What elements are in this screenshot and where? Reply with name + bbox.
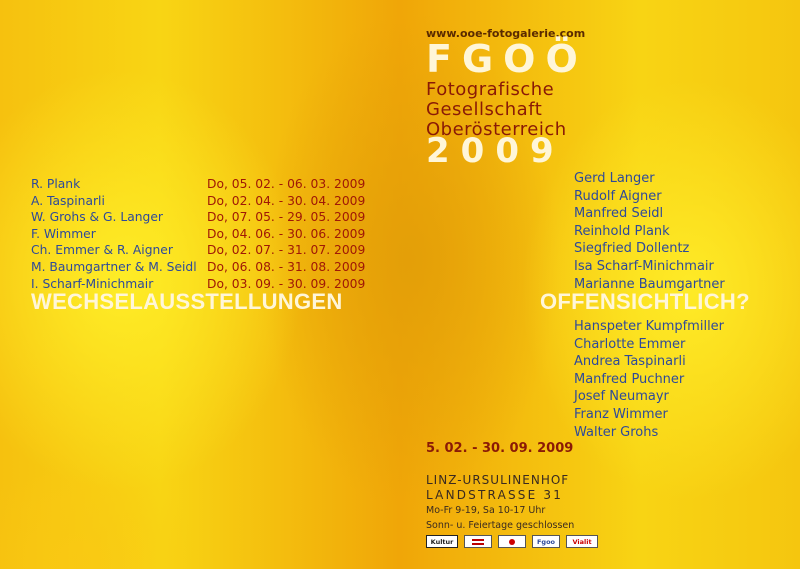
photographer-name: Manfred Seidl	[574, 206, 664, 222]
schedule-artist: Ch. Emmer & R. Aigner	[31, 243, 173, 258]
schedule-dates: Do, 02. 07. - 31. 07. 2009	[207, 243, 366, 258]
exhibition-schedule: R. Plank Do, 05. 02. - 06. 03. 2009 A. T…	[31, 176, 365, 292]
photographer-name: Andrea Taspinarli	[574, 354, 686, 370]
schedule-row: Ch. Emmer & R. Aigner Do, 02. 07. - 31. …	[31, 242, 365, 259]
schedule-row: W. Grohs & G. Langer Do, 07. 05. - 29. 0…	[31, 209, 365, 226]
photographer-name: Franz Wimmer	[574, 406, 668, 422]
photographer-name: Isa Scharf-Minichmair	[574, 258, 714, 274]
schedule-artist: F. Wimmer	[31, 226, 96, 241]
kultur-logo: Kultur	[426, 535, 458, 548]
photographer-list-bottom: Hanspeter Kumpfmiller Charlotte Emmer An…	[574, 318, 724, 441]
schedule-row: R. Plank Do, 05. 02. - 06. 03. 2009	[31, 176, 365, 193]
opening-hours: Mo-Fr 9-19, Sa 10-17 Uhr	[426, 505, 546, 516]
closed-days-note: Sonn- u. Feiertage geschlossen	[426, 520, 575, 531]
schedule-row: F. Wimmer Do, 04. 06. - 30. 06. 2009	[31, 226, 365, 243]
schedule-dates: Do, 04. 06. - 30. 06. 2009	[207, 226, 366, 241]
photographer-name: Walter Grohs	[574, 424, 659, 440]
org-name-line-2: Gesellschaft	[426, 99, 543, 120]
photographer-name: Rudolf Aigner	[574, 188, 662, 204]
sponsor-logo	[464, 535, 492, 548]
schedule-dates: Do, 05. 02. - 06. 03. 2009	[207, 177, 366, 191]
exhibition-period: 5. 02. - 30. 09. 2009	[426, 441, 574, 456]
left-heading: WECHSELAUSSTELLUNGEN	[31, 289, 343, 314]
vialit-logo: Vialit	[566, 535, 598, 548]
venue-address: LANDSTRASSE 31	[426, 488, 564, 502]
schedule-dates: Do, 06. 08. - 31. 08. 2009	[207, 259, 366, 274]
schedule-dates: Do, 07. 05. - 29. 05. 2009	[207, 210, 366, 225]
venue-name: LINZ-URSULINENHOF	[426, 473, 570, 487]
website-url[interactable]: www.ooe-fotogalerie.com	[426, 27, 586, 40]
photographer-list-top: Gerd Langer Rudolf Aigner Manfred Seidl …	[574, 170, 725, 293]
fgoo-logo: Fgoo	[532, 535, 560, 548]
schedule-row: I. Scharf-Minichmair Do, 03. 09. - 30. 0…	[31, 276, 365, 293]
org-name-line-3: Oberösterreich	[426, 119, 567, 140]
sponsor-logo	[498, 535, 526, 548]
photographer-name: Manfred Puchner	[574, 371, 685, 387]
schedule-artist: I. Scharf-Minichmair	[31, 276, 154, 291]
schedule-artist: A. Taspinarli	[31, 193, 105, 208]
schedule-artist: W. Grohs & G. Langer	[31, 210, 163, 225]
photographer-name: Josef Neumayr	[574, 389, 669, 405]
photographer-name: Charlotte Emmer	[574, 336, 686, 352]
schedule-row: A. Taspinarli Do, 02. 04. - 30. 04. 2009	[31, 193, 365, 210]
photographer-name: Reinhold Plank	[574, 223, 670, 239]
org-name-line-1: Fotografische	[426, 79, 555, 100]
schedule-artist: M. Baumgartner & M. Seidl	[31, 259, 197, 274]
schedule-dates: Do, 03. 09. - 30. 09. 2009	[207, 276, 366, 291]
photographer-name: Marianne Baumgartner	[574, 276, 725, 292]
right-heading: OFFENSICHTLICH?	[540, 289, 750, 314]
schedule-row: M. Baumgartner & M. Seidl Do, 06. 08. - …	[31, 259, 365, 276]
photographer-name: Siegfried Dollentz	[574, 241, 690, 257]
schedule-dates: Do, 02. 04. - 30. 04. 2009	[207, 193, 366, 208]
sponsor-logos: Kultur Fgoo Vialit	[426, 535, 598, 548]
org-abbreviation: FGOÖ	[426, 37, 588, 81]
schedule-artist: R. Plank	[31, 177, 81, 191]
photographer-name: Gerd Langer	[574, 171, 655, 186]
year-title: 2009	[426, 131, 565, 171]
photographer-name: Hanspeter Kumpfmiller	[574, 319, 725, 334]
